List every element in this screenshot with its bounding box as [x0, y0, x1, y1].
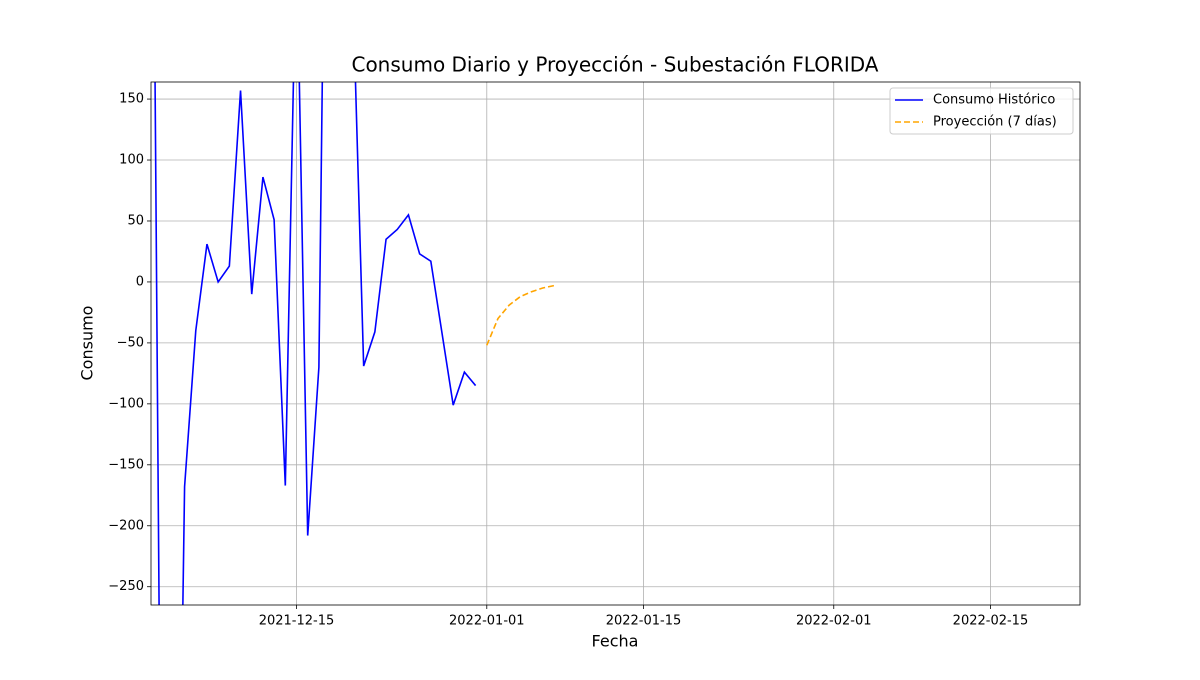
- legend-label: Consumo Histórico: [933, 93, 1055, 108]
- plot-lines: [154, 82, 555, 605]
- y-tick-label: 100: [119, 153, 144, 168]
- y-tick-label: −100: [108, 396, 144, 411]
- x-tick-label: 2021-12-15: [259, 614, 335, 629]
- x-tick-label: 2022-02-01: [796, 614, 872, 629]
- y-axis-label: Consumo: [78, 306, 97, 381]
- x-tick-label: 2022-02-15: [953, 614, 1029, 629]
- series-line: [154, 82, 477, 605]
- x-tick-label: 2022-01-01: [449, 614, 525, 629]
- x-tick-label: 2022-01-15: [606, 614, 682, 629]
- series-line: [486, 284, 555, 346]
- y-tick-label: 150: [119, 92, 144, 107]
- y-tick-label: −250: [108, 579, 144, 594]
- plot-frame: [150, 81, 1081, 606]
- y-tick-label: −200: [108, 518, 144, 533]
- y-tick-label: 50: [127, 213, 144, 228]
- y-tick-label: 0: [136, 274, 144, 289]
- y-tick-label: −50: [117, 335, 144, 350]
- x-axis-label: Fecha: [592, 632, 639, 651]
- y-tick-label: −150: [108, 457, 144, 472]
- legend-box: [889, 87, 1074, 135]
- chart-title: Consumo Diario y Proyección - Subestació…: [351, 53, 878, 77]
- legend-label: Proyección (7 días): [933, 115, 1057, 130]
